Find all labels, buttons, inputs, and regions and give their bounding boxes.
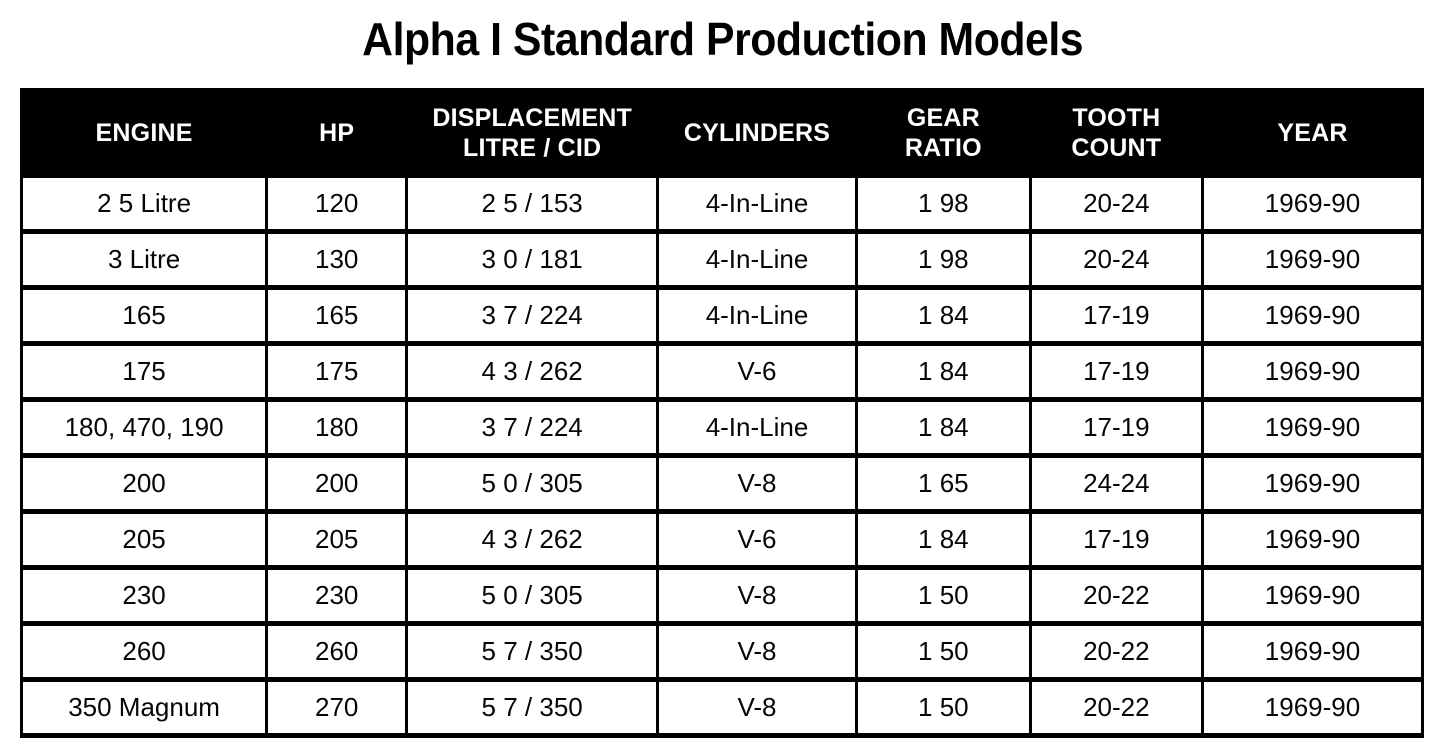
header-cell-gear-ratio: GEAR RATIO xyxy=(854,88,1032,178)
cell-year: 1969-90 xyxy=(1201,341,1424,402)
cell-hp: 130 xyxy=(265,229,409,290)
cell-gear-ratio: 1 98 xyxy=(854,173,1032,234)
cell-cylinders: 4-In-Line xyxy=(656,397,858,458)
table-row: 3 Litre 130 3 0 / 181 4-In-Line 1 98 20-… xyxy=(19,229,1424,290)
cell-hp: 270 xyxy=(265,677,409,738)
cell-cylinders: 4-In-Line xyxy=(656,173,858,234)
cell-hp: 165 xyxy=(265,285,409,346)
cell-displacement: 3 0 / 181 xyxy=(405,229,660,290)
table-row: 350 Magnum 270 5 7 / 350 V-8 1 50 20-22 … xyxy=(19,677,1424,738)
cell-cylinders: V-8 xyxy=(656,565,858,626)
cell-gear-ratio: 1 98 xyxy=(854,229,1032,290)
cell-gear-ratio: 1 50 xyxy=(854,565,1032,626)
cell-tooth-count: 17-19 xyxy=(1028,285,1205,346)
cell-cylinders: 4-In-Line xyxy=(656,285,858,346)
cell-gear-ratio: 1 84 xyxy=(854,397,1032,458)
cell-cylinders: V-8 xyxy=(656,621,858,682)
cell-year: 1969-90 xyxy=(1201,509,1424,570)
page-title: Alpha I Standard Production Models xyxy=(0,0,1445,77)
page-title-text: Alpha I Standard Production Models xyxy=(361,13,1083,65)
cell-year: 1969-90 xyxy=(1201,397,1424,458)
cell-gear-ratio: 1 84 xyxy=(854,341,1032,402)
cell-hp: 205 xyxy=(265,509,409,570)
cell-engine: 260 xyxy=(19,621,269,682)
table-row: 230 230 5 0 / 305 V-8 1 50 20-22 1969-90 xyxy=(19,565,1424,626)
table-header-row: ENGINE HP DISPLACEMENT LITRE / CID CYLIN… xyxy=(19,88,1424,178)
table-row: 180, 470, 190 180 3 7 / 224 4-In-Line 1 … xyxy=(19,397,1424,458)
cell-year: 1969-90 xyxy=(1201,453,1424,514)
cell-displacement: 2 5 / 153 xyxy=(405,173,660,234)
cell-hp: 175 xyxy=(265,341,409,402)
cell-tooth-count: 20-22 xyxy=(1028,677,1205,738)
cell-hp: 180 xyxy=(265,397,409,458)
cell-gear-ratio: 1 84 xyxy=(854,285,1032,346)
cell-tooth-count: 17-19 xyxy=(1028,509,1205,570)
cell-tooth-count: 20-24 xyxy=(1028,229,1205,290)
cell-displacement: 5 0 / 305 xyxy=(405,453,660,514)
cell-displacement: 5 7 / 350 xyxy=(405,677,660,738)
cell-tooth-count: 24-24 xyxy=(1028,453,1205,514)
cell-engine: 165 xyxy=(19,285,269,346)
cell-hp: 260 xyxy=(265,621,409,682)
cell-gear-ratio: 1 65 xyxy=(854,453,1032,514)
table-row: 205 205 4 3 / 262 V-6 1 84 17-19 1969-90 xyxy=(19,509,1424,570)
cell-cylinders: V-6 xyxy=(656,341,858,402)
header-cell-tooth-count: TOOTH COUNT xyxy=(1028,88,1205,178)
cell-tooth-count: 17-19 xyxy=(1028,341,1205,402)
cell-displacement: 4 3 / 262 xyxy=(405,341,660,402)
header-cell-hp: HP xyxy=(265,88,409,178)
spec-table: ENGINE HP DISPLACEMENT LITRE / CID CYLIN… xyxy=(19,88,1424,738)
cell-engine: 205 xyxy=(19,509,269,570)
cell-displacement: 4 3 / 262 xyxy=(405,509,660,570)
cell-cylinders: V-6 xyxy=(656,509,858,570)
table-row: 200 200 5 0 / 305 V-8 1 65 24-24 1969-90 xyxy=(19,453,1424,514)
cell-gear-ratio: 1 50 xyxy=(854,621,1032,682)
cell-engine: 180, 470, 190 xyxy=(19,397,269,458)
cell-displacement: 5 0 / 305 xyxy=(405,565,660,626)
cell-tooth-count: 20-22 xyxy=(1028,565,1205,626)
table-row: 175 175 4 3 / 262 V-6 1 84 17-19 1969-90 xyxy=(19,341,1424,402)
cell-hp: 120 xyxy=(265,173,409,234)
cell-cylinders: 4-In-Line xyxy=(656,229,858,290)
cell-displacement: 5 7 / 350 xyxy=(405,621,660,682)
cell-tooth-count: 17-19 xyxy=(1028,397,1205,458)
table-row: 260 260 5 7 / 350 V-8 1 50 20-22 1969-90 xyxy=(19,621,1424,682)
cell-engine: 350 Magnum xyxy=(19,677,269,738)
cell-year: 1969-90 xyxy=(1201,229,1424,290)
cell-hp: 200 xyxy=(265,453,409,514)
cell-hp: 230 xyxy=(265,565,409,626)
cell-displacement: 3 7 / 224 xyxy=(405,285,660,346)
cell-engine: 3 Litre xyxy=(19,229,269,290)
cell-cylinders: V-8 xyxy=(656,453,858,514)
cell-gear-ratio: 1 50 xyxy=(854,677,1032,738)
cell-tooth-count: 20-22 xyxy=(1028,621,1205,682)
cell-year: 1969-90 xyxy=(1201,621,1424,682)
header-cell-engine: ENGINE xyxy=(19,88,269,178)
cell-cylinders: V-8 xyxy=(656,677,858,738)
cell-gear-ratio: 1 84 xyxy=(854,509,1032,570)
header-cell-year: YEAR xyxy=(1201,88,1424,178)
cell-year: 1969-90 xyxy=(1201,285,1424,346)
cell-year: 1969-90 xyxy=(1201,565,1424,626)
header-cell-cylinders: CYLINDERS xyxy=(656,88,858,178)
header-cell-displacement: DISPLACEMENT LITRE / CID xyxy=(405,88,660,178)
cell-engine: 2 5 Litre xyxy=(19,173,269,234)
cell-displacement: 3 7 / 224 xyxy=(405,397,660,458)
table-row: 2 5 Litre 120 2 5 / 153 4-In-Line 1 98 2… xyxy=(19,173,1424,234)
cell-tooth-count: 20-24 xyxy=(1028,173,1205,234)
cell-engine: 175 xyxy=(19,341,269,402)
table-row: 165 165 3 7 / 224 4-In-Line 1 84 17-19 1… xyxy=(19,285,1424,346)
cell-engine: 230 xyxy=(19,565,269,626)
cell-year: 1969-90 xyxy=(1201,677,1424,738)
cell-engine: 200 xyxy=(19,453,269,514)
cell-year: 1969-90 xyxy=(1201,173,1424,234)
